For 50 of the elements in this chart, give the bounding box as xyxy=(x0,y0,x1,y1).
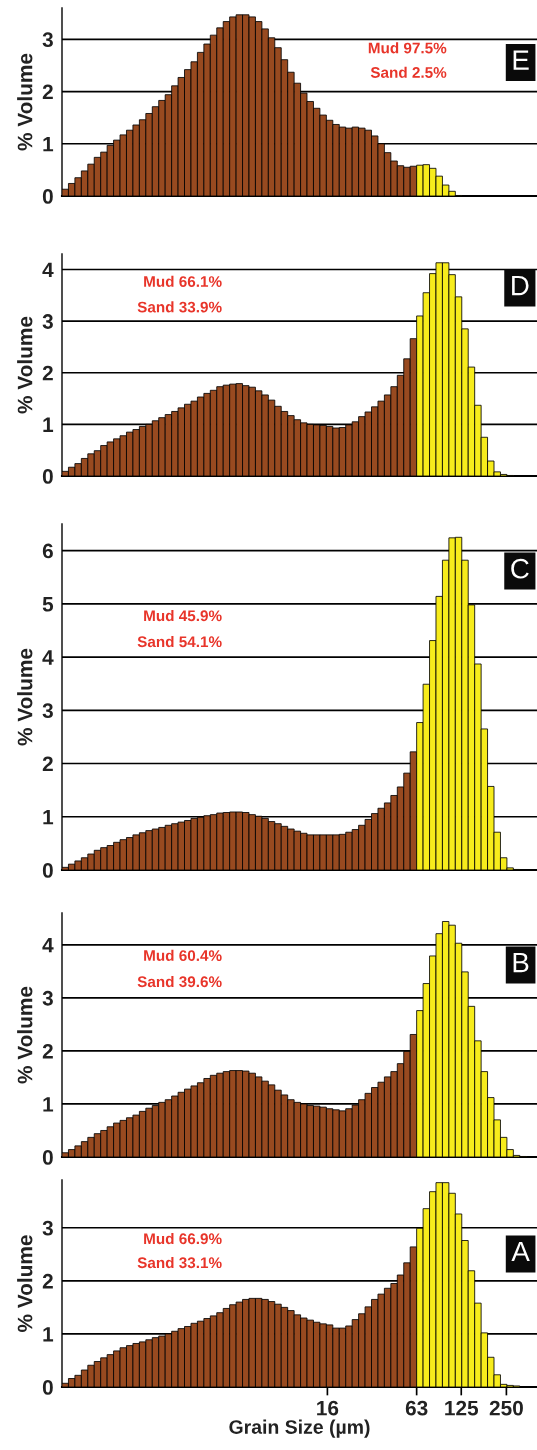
x-tick-label: 63 xyxy=(405,1400,428,1416)
annotation: A xyxy=(511,1241,530,1262)
annotation: Mud 60.4% xyxy=(144,949,222,962)
y-tick-label: 0 xyxy=(42,469,53,484)
y-tick-label: 0 xyxy=(42,1150,53,1165)
y-tick-label: 4 xyxy=(42,262,54,278)
annotation: Mud 45.9% xyxy=(144,609,222,622)
y-tick-label: 1 xyxy=(43,809,54,825)
y-tick-label: 5 xyxy=(42,597,54,612)
y-tick-label: 2 xyxy=(42,1043,53,1059)
y-tick-label: 4 xyxy=(42,650,54,665)
annotation: Sand 2.5% xyxy=(370,66,447,78)
annotation: E xyxy=(513,50,529,70)
annotation: Mud 66.1% xyxy=(144,275,222,287)
y-tick-label: 2 xyxy=(42,756,53,772)
annotation: Mud 66.9% xyxy=(144,1232,222,1245)
y-tick-label: 3 xyxy=(42,1220,53,1236)
y-tick-label: 2 xyxy=(42,1273,53,1289)
y-axis-title: % Volume xyxy=(17,986,33,1084)
y-tick-label: 6 xyxy=(42,543,53,559)
x-tick-label: 125 xyxy=(445,1400,479,1416)
y-tick-label: 1 xyxy=(43,1327,54,1342)
x-tick-label: 250 xyxy=(489,1400,523,1416)
y-tick-label: 0 xyxy=(42,1380,53,1395)
annotation: Sand 33.9% xyxy=(137,301,222,313)
x-axis-title: Grain Size (µm) xyxy=(229,1419,370,1438)
y-tick-label: 4 xyxy=(42,938,54,953)
y-tick-label: 1 xyxy=(43,136,54,152)
y-tick-label: 1 xyxy=(43,417,54,432)
y-axis-title: % Volume xyxy=(17,1235,33,1332)
y-tick-label: 0 xyxy=(42,863,53,878)
y-tick-label: 3 xyxy=(42,990,53,1006)
y-tick-label: 1 xyxy=(43,1097,54,1112)
annotation: Sand 39.6% xyxy=(137,975,222,988)
y-tick-label: 2 xyxy=(42,365,53,381)
annotation: Sand 54.1% xyxy=(137,635,222,648)
y-axis-title: % Volume xyxy=(17,648,33,746)
y-tick-label: 3 xyxy=(42,32,53,48)
y-tick-label: 2 xyxy=(42,84,53,100)
x-tick-label: 16 xyxy=(317,1400,339,1416)
y-tick-label: 0 xyxy=(42,189,53,204)
y-axis-title: % Volume xyxy=(17,316,33,414)
annotation: B xyxy=(513,953,529,973)
annotation: Sand 33.1% xyxy=(137,1256,222,1269)
annotation: Mud 97.5% xyxy=(368,42,447,54)
y-tick-label: 3 xyxy=(42,703,53,719)
y-tick-label: 3 xyxy=(42,314,53,329)
y-axis-title: % Volume xyxy=(17,53,33,151)
annotation: D xyxy=(512,276,529,296)
annotation: C xyxy=(511,558,529,579)
